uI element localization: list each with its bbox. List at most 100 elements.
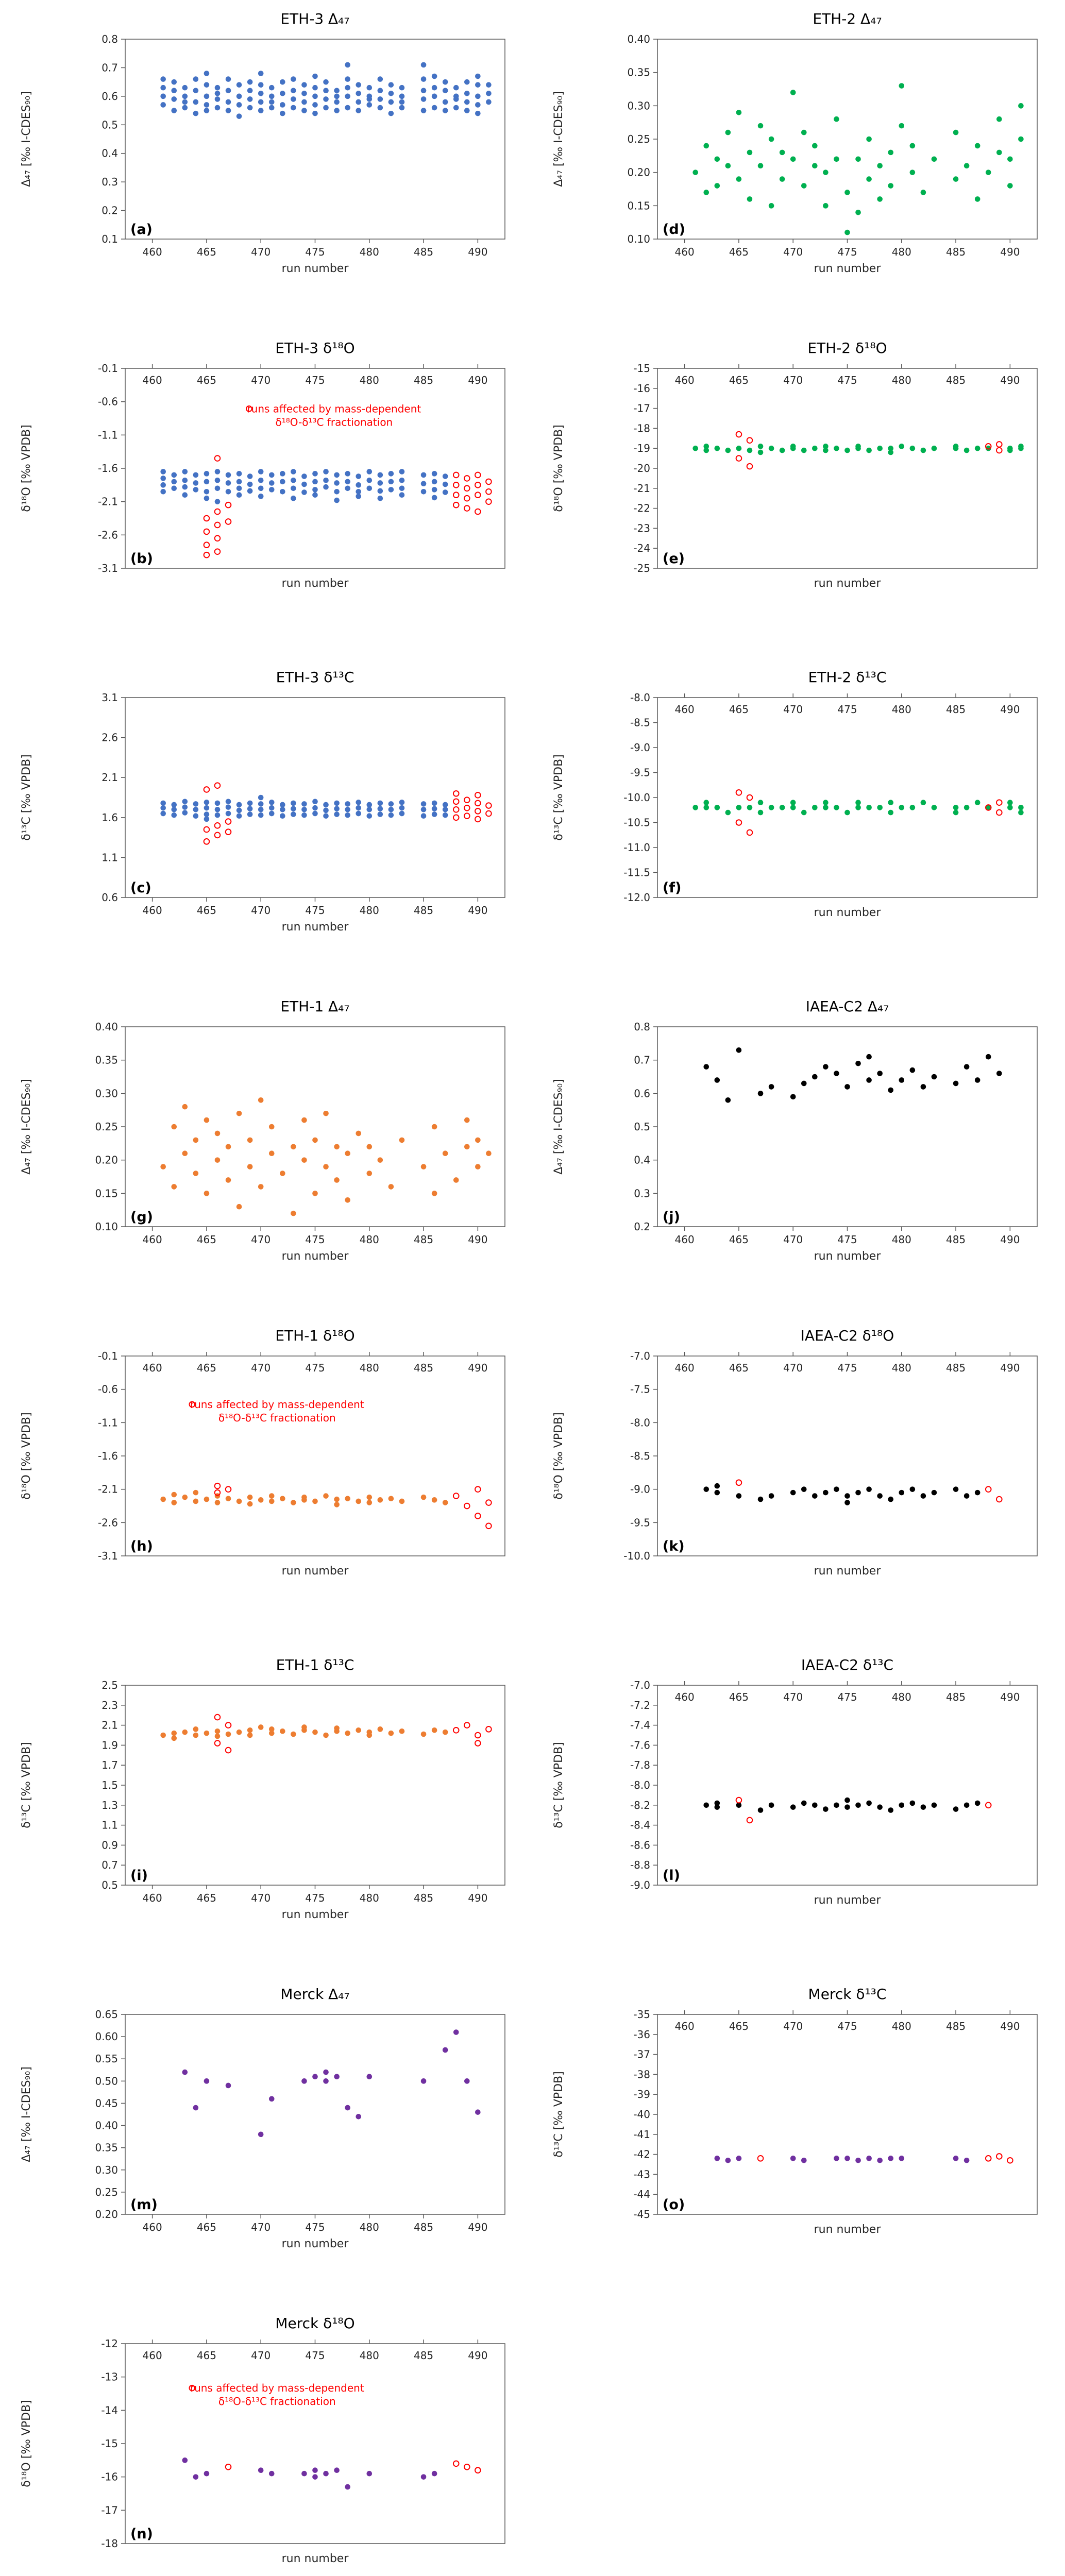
flagged-data-point [746, 463, 753, 470]
data-point [204, 800, 210, 805]
y-tick-label: 0.30 [627, 99, 650, 112]
data-point [204, 93, 210, 99]
y-tick-label: 0.35 [627, 66, 650, 79]
data-point [291, 811, 296, 817]
data-point [909, 1486, 916, 1492]
data-point [823, 447, 829, 453]
y-tick-label: 0.10 [95, 1221, 118, 1233]
data-point [377, 495, 383, 501]
data-point [431, 487, 437, 493]
x-tick-label: 460 [675, 703, 695, 716]
data-point [312, 471, 318, 477]
data-point [442, 473, 448, 479]
x-tick-label: 480 [892, 246, 911, 258]
y-tick-label: 0.35 [95, 1054, 118, 1066]
y-tick-label: -8.5 [630, 717, 650, 729]
data-point [312, 492, 318, 498]
y-tick-label: 0.30 [95, 1087, 118, 1099]
data-point [258, 71, 264, 76]
data-point [323, 96, 329, 102]
data-point [866, 1054, 872, 1060]
flagged-data-point [452, 798, 460, 805]
panel-letter: (e) [663, 551, 685, 567]
x-tick-label: 460 [675, 1233, 695, 1246]
y-axis-label: Δ₄₇ [‰ I-CDES₉₀] [20, 2066, 33, 2162]
flagged-data-point [475, 2467, 481, 2474]
data-point [301, 1117, 307, 1123]
data-point [193, 472, 199, 478]
data-point [356, 91, 362, 96]
y-tick-label: 0.4 [634, 1154, 650, 1166]
data-point [345, 1496, 350, 1502]
data-point [204, 1730, 210, 1736]
data-point [399, 84, 405, 91]
data-point [757, 800, 764, 805]
data-point [182, 477, 188, 483]
data-point [714, 445, 720, 451]
data-point [193, 1489, 199, 1496]
y-tick-label: 0.3 [102, 176, 118, 188]
data-point [888, 1807, 894, 1813]
data-point [345, 62, 350, 68]
data-point [236, 492, 242, 498]
data-point [268, 1150, 275, 1157]
panel-title: ETH-2 δ¹³C [808, 669, 887, 686]
data-point [334, 1144, 340, 1150]
data-point [160, 476, 166, 481]
panel-title: ETH-1 δ¹³C [276, 1656, 354, 1673]
x-tick-label: 475 [305, 904, 325, 917]
y-tick-label: -44 [633, 2188, 650, 2200]
y-tick-label: -20 [633, 462, 650, 474]
data-point [1018, 805, 1024, 810]
data-point [377, 1157, 383, 1163]
data-point [377, 105, 383, 111]
data-point [323, 1732, 329, 1738]
y-tick-label: -19 [633, 442, 650, 454]
data-point [486, 99, 492, 105]
data-point [247, 1501, 253, 1507]
data-point [280, 471, 285, 477]
data-point [280, 1171, 285, 1176]
y-tick-label: 0.9 [102, 1839, 118, 1851]
y-tick-label: -9.0 [630, 1879, 650, 1891]
x-axis-label: run number [814, 1250, 882, 1263]
data-point [366, 2470, 373, 2477]
data-point [920, 447, 926, 453]
y-tick-label: 0.5 [634, 1121, 650, 1133]
flagged-data-point [225, 1722, 232, 1728]
y-tick-label: 0.8 [102, 33, 118, 45]
y-tick-label: -7.2 [630, 1699, 650, 1711]
data-point [442, 812, 448, 818]
data-point [291, 88, 296, 94]
data-point [888, 1496, 894, 1502]
flagged-data-point [485, 478, 492, 485]
data-point [736, 1802, 742, 1808]
y-tick-label: 0.6 [102, 891, 118, 904]
y-tick-label: 0.2 [634, 1221, 650, 1233]
data-point [334, 480, 340, 486]
x-tick-label: 480 [360, 1892, 379, 1904]
panel-c: ETH-3 δ¹³C 0.6 1.1 1.6 2.1 2.6 3.1 460 465 470 475… [0, 658, 532, 988]
x-tick-label: 485 [414, 374, 433, 386]
x-tick-label: 475 [305, 1362, 325, 1374]
data-point [420, 1494, 427, 1500]
data-point [974, 1489, 981, 1496]
x-tick-label: 460 [675, 2020, 695, 2032]
x-tick-label: 465 [197, 246, 216, 258]
data-point [377, 96, 383, 102]
data-point [920, 1804, 926, 1810]
flagged-data-point [203, 826, 210, 833]
data-point [442, 108, 448, 113]
panel-b: ETH-3 δ¹⁸O -3.1 -2.6 -2.1 -1.6 -1.1 -0.6 -0.1 46… [0, 329, 532, 658]
data-point [714, 1804, 720, 1810]
data-point [823, 444, 829, 449]
data-point [160, 469, 166, 474]
flagged-data-point [203, 515, 210, 522]
data-point [801, 129, 807, 135]
flagged-data-point [452, 482, 460, 488]
data-point [801, 1080, 807, 1087]
panel-title: ETH-1 Δ₄₇ [280, 998, 349, 1015]
x-tick-label: 490 [468, 2349, 487, 2362]
y-tick-label: -36 [633, 2028, 650, 2041]
flagged-data-point [985, 2155, 992, 2162]
